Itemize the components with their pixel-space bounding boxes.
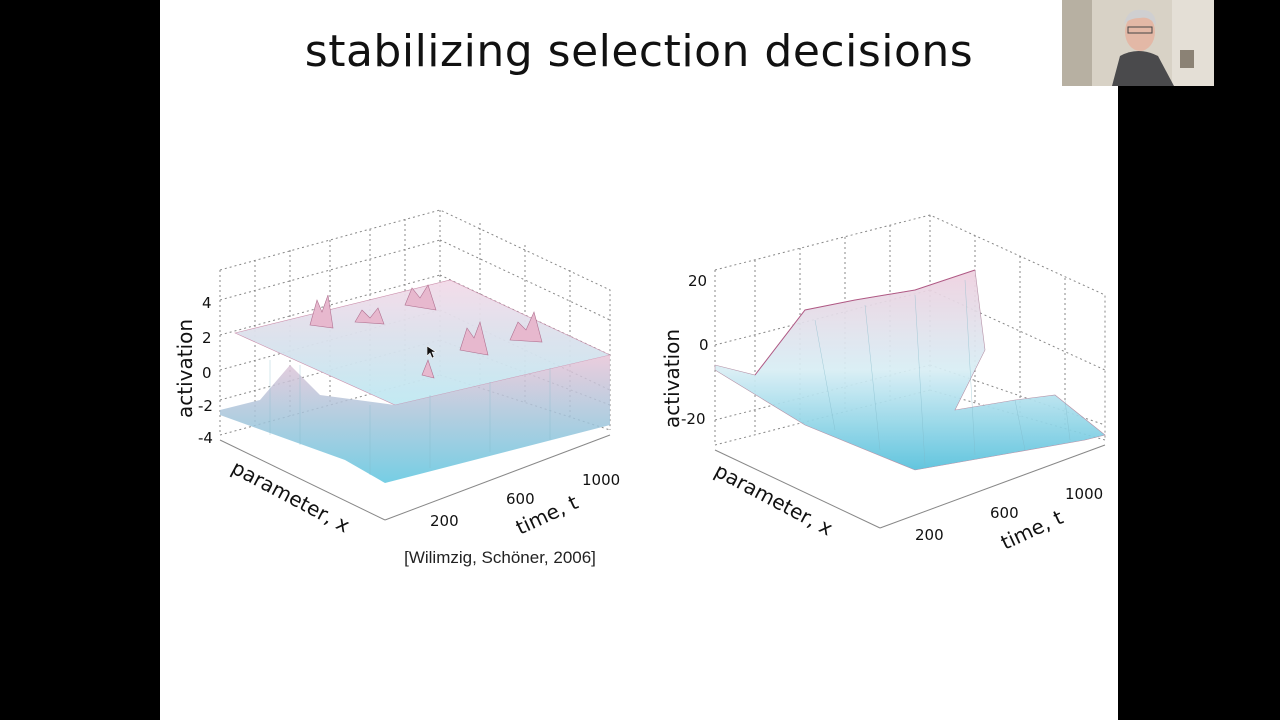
surface-plot-left: 4 2 0 -2 -4 activation parameter, x time…	[173, 209, 620, 540]
z-tick: 0	[699, 336, 709, 354]
z-tick: 20	[688, 272, 707, 290]
t-tick: 200	[430, 512, 459, 530]
t-tick: 1000	[582, 471, 620, 489]
t-tick: 1000	[1065, 485, 1103, 503]
t-tick: 200	[915, 526, 944, 544]
z-axis-label: activation	[660, 329, 684, 428]
x-axis-label: parameter, x	[228, 455, 354, 537]
x-axis-label: parameter, x	[711, 458, 837, 540]
surface-plane	[220, 279, 611, 483]
presenter-video-thumbnail	[1062, 0, 1214, 86]
mouse-cursor-icon	[427, 346, 437, 359]
presenter-icon	[1062, 0, 1214, 86]
t-tick: 600	[506, 490, 535, 508]
citation: [Wilimzig, Schöner, 2006]	[404, 548, 596, 567]
surface-plot-right: 20 0 -20 activation parameter, x time, t…	[660, 214, 1106, 555]
z-tick: 4	[202, 294, 212, 312]
z-tick: -20	[681, 410, 706, 428]
z-tick: 0	[202, 364, 212, 382]
slide-title: stabilizing selection decisions	[304, 26, 974, 77]
surface-plane	[714, 269, 1106, 471]
z-tick: 2	[202, 329, 212, 347]
t-tick: 600	[990, 504, 1019, 522]
z-axis-ticks: 4 2 0 -2 -4	[198, 294, 213, 447]
z-tick: -4	[198, 429, 213, 447]
z-tick: -2	[198, 397, 213, 415]
z-axis-label: activation	[173, 319, 197, 418]
